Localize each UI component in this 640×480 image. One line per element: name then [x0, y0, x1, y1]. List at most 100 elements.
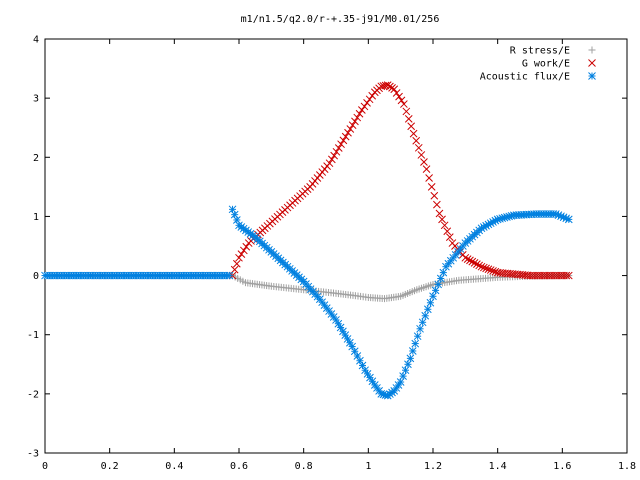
data-point: [392, 89, 401, 97]
data-point: [466, 256, 474, 265]
legend: R stress/E G work/E Acoustic flux/E: [480, 46, 596, 83]
data-point: [489, 267, 497, 275]
x-tick-label: 1.2: [424, 461, 442, 472]
x-tick-label: 0.6: [230, 461, 248, 472]
series-layer: [41, 81, 573, 400]
legend-marker: [588, 46, 596, 54]
data-point: [353, 113, 362, 122]
data-point: [360, 102, 369, 111]
data-point: [445, 233, 454, 241]
data-point: [443, 227, 452, 236]
data-point: [440, 221, 449, 230]
data-point: [348, 121, 357, 130]
y-tick-label: 1: [33, 212, 39, 223]
data-point: [423, 305, 432, 314]
data-point: [461, 253, 470, 262]
data-point: [438, 215, 446, 224]
data-point: [339, 136, 348, 145]
data-point: [242, 242, 251, 251]
data-point: [412, 136, 421, 145]
data-point: [564, 215, 573, 224]
series-2: [41, 205, 573, 400]
legend-marker: [588, 59, 596, 67]
x-tick-label: 0.4: [165, 461, 183, 472]
data-point: [344, 128, 352, 137]
data-point: [427, 183, 436, 191]
data-point: [235, 253, 243, 262]
data-point: [225, 271, 234, 280]
data-point: [334, 144, 343, 152]
data-point: [390, 85, 399, 94]
data-point: [365, 95, 374, 104]
data-point: [336, 323, 345, 332]
y-tick-label: -3: [27, 449, 39, 460]
data-point: [351, 117, 359, 126]
data-point: [400, 100, 408, 108]
data-point: [401, 366, 410, 375]
data-point: [407, 122, 416, 131]
data-point: [396, 378, 405, 386]
data-point: [337, 140, 345, 149]
data-point: [230, 210, 239, 219]
data-point: [402, 107, 411, 116]
data-point: [417, 151, 426, 159]
data-point: [420, 158, 428, 166]
data-point: [408, 347, 417, 355]
plot-frame: [44, 38, 628, 454]
data-point: [426, 298, 435, 307]
data-point: [327, 155, 336, 164]
data-point: [368, 91, 377, 100]
data-point: [482, 264, 490, 273]
data-point: [477, 262, 486, 271]
y-tick-label: 2: [33, 153, 39, 164]
data-point: [332, 147, 341, 156]
data-point: [395, 92, 403, 101]
data-point: [468, 257, 477, 266]
x-tick-label: 0.2: [101, 461, 119, 472]
data-point: [435, 209, 444, 218]
y-tick-label: 0: [33, 271, 39, 282]
data-point: [430, 191, 439, 200]
data-point: [355, 109, 364, 118]
data-point: [416, 324, 424, 333]
data-point: [425, 174, 433, 182]
data-point: [383, 81, 392, 89]
data-point: [232, 259, 241, 268]
data-point: [439, 268, 448, 277]
data-point: [404, 114, 413, 123]
data-point: [363, 370, 372, 378]
data-point: [325, 159, 334, 168]
data-point: [479, 263, 488, 272]
data-point: [330, 151, 339, 160]
data-point: [475, 261, 484, 270]
data-point: [562, 271, 571, 280]
legend-marker: [588, 72, 596, 80]
x-tick-label: 1.8: [618, 461, 636, 472]
y-tick-label: -2: [27, 389, 39, 400]
data-point: [463, 255, 472, 263]
x-tick-label: 1: [365, 461, 371, 472]
data-point: [422, 165, 431, 173]
x-tick-label: 0: [42, 461, 48, 472]
data-point: [431, 286, 440, 295]
data-point: [564, 271, 573, 280]
data-point: [421, 311, 430, 320]
x-tick-label: 1.4: [489, 461, 507, 472]
data-point: [473, 260, 481, 269]
chart-title: m1/n1.5/q2.0/r-+.35-j91/M0.01/256: [241, 14, 440, 25]
data-point: [411, 339, 420, 348]
y-tick-label: -1: [27, 330, 39, 341]
data-point: [358, 106, 366, 114]
legend-label: R stress/E: [510, 46, 570, 57]
data-point: [237, 250, 246, 258]
x-tick-label: 0.8: [295, 461, 313, 472]
series-1: [228, 81, 573, 280]
data-point: [418, 318, 427, 327]
data-point: [397, 96, 406, 105]
data-point: [486, 266, 495, 274]
axes: 0 0.2 0.4 0.6 0.8 1 1.2 1.4 1.6 1.8 -3 -2 -1 0 1 2 3 4: [27, 35, 636, 473]
legend-label: G work/E: [522, 59, 570, 70]
data-point: [413, 332, 422, 341]
data-point: [341, 132, 350, 141]
